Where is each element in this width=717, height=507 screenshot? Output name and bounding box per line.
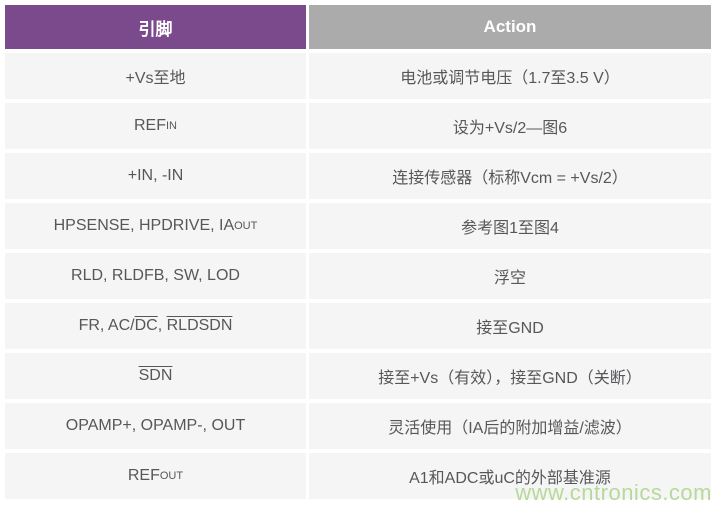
action-cell: 连接传感器（标称Vcm = +Vs/2）: [309, 153, 711, 199]
pin-cell: REF IN: [5, 103, 306, 149]
pin-label-segment: DC: [134, 317, 158, 334]
header-pin-column: 引脚: [5, 5, 306, 49]
action-cell: 设为+Vs/2—图6: [309, 103, 711, 149]
pin-cell: REF OUT: [5, 453, 306, 499]
action-cell: 浮空: [309, 253, 711, 299]
pin-cell: +IN, -IN: [5, 153, 306, 199]
action-cell: 参考图1至图4: [309, 203, 711, 249]
pin-cell: RLD, RLDFB, SW, LOD: [5, 253, 306, 299]
pin-label-segment: REF: [127, 467, 160, 484]
action-cell: 接至GND: [309, 303, 711, 349]
pin-label-segment: HPSENSE, HPDRIVE, IA: [53, 217, 235, 234]
pin-label-segment: OPAMP+, OPAMP-, OUT: [65, 417, 246, 434]
action-cell: 电池或调节电压（1.7至3.5 V）: [309, 53, 711, 99]
action-cell: 接至+Vs（有效），接至GND（关断）: [309, 353, 711, 399]
pin-cell: OPAMP+, OPAMP-, OUT: [5, 403, 306, 449]
pin-label-segment: RLDSDN: [166, 317, 233, 334]
pin-cell: SDN: [5, 353, 306, 399]
table-grid: 引脚 Action +Vs至地 电池或调节电压（1.7至3.5 V） REF IN 设为…: [5, 5, 711, 499]
action-cell: A1和ADC或uC的外部基准源: [309, 453, 711, 499]
pin-label-segment: OUT: [159, 470, 184, 482]
action-cell: 灵活使用（IA后的附加增益/滤波）: [309, 403, 711, 449]
header-action-column: Action: [309, 5, 711, 49]
pin-cell: FR, AC/DC, RLDSDN: [5, 303, 306, 349]
pin-label-segment: +IN, -IN: [127, 167, 184, 184]
pin-label-segment: OUT: [234, 220, 258, 232]
pin-label-segment: REF: [134, 117, 166, 134]
pin-label-segment: RLD, RLDFB, SW, LOD: [71, 267, 240, 284]
pin-cell: HPSENSE, HPDRIVE, IA OUT: [5, 203, 306, 249]
pin-label-segment: SDN: [138, 367, 173, 384]
pin-label-segment: FR, AC/: [78, 317, 135, 334]
pin-label-segment: +Vs至地: [125, 70, 186, 87]
pin-label-segment: IN: [166, 120, 177, 132]
pin-label-segment: ,: [157, 317, 167, 334]
pin-cell: +Vs至地: [5, 53, 306, 99]
